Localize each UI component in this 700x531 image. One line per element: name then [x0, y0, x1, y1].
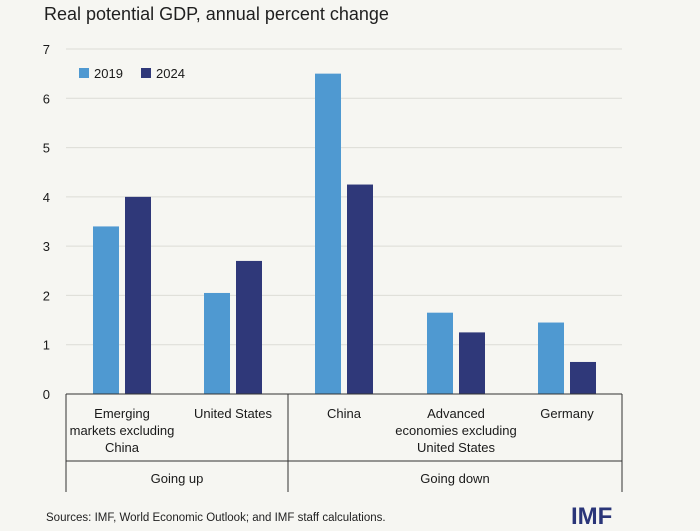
category-label: Germany — [540, 406, 594, 421]
bar-2024 — [125, 196, 151, 394]
group-label: Going down — [420, 471, 489, 486]
group-label: Going up — [151, 471, 204, 486]
category-label: Emerging markets excluding China — [70, 406, 175, 455]
y-tick-label: 6 — [43, 91, 50, 106]
y-tick-label: 1 — [43, 338, 50, 353]
bar-2019 — [204, 292, 230, 394]
y-tick-label: 2 — [43, 288, 50, 303]
bar-2024 — [347, 184, 373, 394]
category-label: China — [327, 406, 362, 421]
bar-chart: 0 1 2 3 4 5 6 7 Emerging markets excluding China Un… — [43, 42, 623, 492]
imf-logo: IMF — [571, 503, 613, 530]
bar-2024 — [236, 260, 262, 394]
legend-label-2019: 2019 — [94, 66, 123, 81]
y-tick-label: 3 — [43, 239, 50, 254]
y-tick-label: 4 — [43, 190, 50, 205]
bar-2024 — [570, 361, 596, 394]
chart-title: Real potential GDP, annual percent chang… — [44, 4, 389, 24]
bar-2019 — [538, 322, 564, 394]
bar-2019 — [427, 312, 453, 394]
legend-swatch-2024 — [141, 68, 151, 78]
source-note: Sources: IMF, World Economic Outlook; an… — [46, 512, 386, 524]
bar-2019 — [93, 226, 119, 394]
legend-swatch-2019 — [79, 68, 89, 78]
legend-label-2024: 2024 — [156, 66, 185, 81]
category-label: United States — [194, 406, 273, 421]
category-label: Advanced economies excluding United States — [395, 406, 516, 455]
y-tick-label: 0 — [43, 387, 50, 402]
y-tick-label: 5 — [43, 141, 50, 156]
y-tick-label: 7 — [43, 42, 50, 57]
bar-2019 — [315, 73, 341, 395]
bar-2024 — [459, 332, 485, 394]
